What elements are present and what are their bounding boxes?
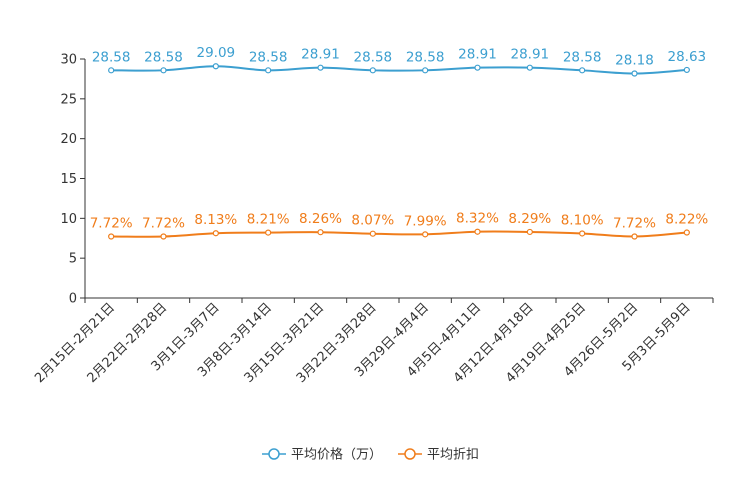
data-point — [160, 67, 167, 74]
y-tick-label: 0 — [69, 292, 77, 307]
data-point — [212, 63, 219, 70]
data-label: 7.72% — [613, 215, 656, 231]
data-label: 28.58 — [354, 49, 393, 65]
data-point — [317, 229, 324, 236]
data-label: 7.72% — [142, 215, 185, 231]
data-label: 28.91 — [511, 47, 550, 63]
data-label: 28.63 — [668, 49, 707, 65]
y-tick-label: 5 — [69, 252, 77, 267]
data-point — [526, 64, 533, 71]
series-2: 7.72% 7.72% 8.13% 8.21% 8.26% 8.07% 7.99% 8.32%… — [90, 211, 708, 240]
data-label: 28.91 — [458, 47, 497, 63]
data-point — [108, 233, 115, 240]
data-label: 8.07% — [351, 213, 394, 229]
data-point — [579, 230, 586, 237]
data-point — [265, 229, 272, 236]
data-point — [579, 67, 586, 74]
y-tick-label: 30 — [60, 53, 77, 68]
chart-series: 28.58 28.58 29.09 28.58 28.91 28.58 28.58 28.91… — [90, 45, 708, 240]
data-label: 8.29% — [508, 211, 551, 227]
data-label: 29.09 — [197, 45, 236, 61]
y-tick-label: 25 — [60, 92, 77, 107]
legend-label: 平均折扣 — [427, 448, 479, 463]
data-label: 28.58 — [563, 49, 602, 65]
y-tick-label: 20 — [60, 132, 77, 147]
data-point — [683, 229, 690, 236]
data-point — [526, 228, 533, 236]
data-label: 8.32% — [456, 211, 499, 227]
legend-item-1: 平均价格（万） — [262, 447, 382, 463]
legend-item-2: 平均折扣 — [398, 448, 479, 463]
series-line — [111, 230, 687, 238]
data-label: 7.72% — [90, 215, 133, 231]
data-point — [369, 67, 376, 74]
data-point — [474, 64, 481, 71]
data-point — [160, 233, 167, 240]
data-label: 28.58 — [144, 49, 183, 65]
data-label: 7.99% — [404, 213, 447, 229]
data-point — [212, 230, 219, 237]
data-point — [108, 67, 115, 74]
data-point — [265, 67, 272, 74]
data-label: 8.13% — [194, 212, 237, 228]
data-label: 28.91 — [301, 47, 340, 63]
series-line — [111, 65, 687, 75]
y-tick-label: 10 — [60, 212, 77, 227]
data-label: 28.18 — [615, 52, 654, 68]
data-label: 28.58 — [406, 49, 445, 65]
data-label: 8.10% — [561, 212, 604, 228]
data-label: 28.58 — [92, 49, 131, 65]
data-point — [422, 67, 429, 74]
y-tick-label: 15 — [60, 172, 77, 187]
series-1: 28.58 28.58 29.09 28.58 28.91 28.58 28.58 28.91… — [92, 45, 707, 77]
legend-marker — [404, 448, 416, 460]
data-point — [631, 233, 638, 240]
legend-marker — [268, 448, 280, 460]
data-label: 8.21% — [247, 212, 290, 228]
data-point — [683, 66, 690, 74]
legend-label: 平均价格（万） — [291, 447, 382, 463]
data-point — [474, 228, 481, 235]
data-label: 8.22% — [665, 212, 708, 228]
data-point — [369, 230, 376, 237]
data-point — [422, 231, 429, 238]
data-label: 28.58 — [249, 49, 288, 65]
data-label: 8.26% — [299, 211, 342, 227]
data-point — [631, 70, 638, 77]
data-point — [317, 64, 324, 71]
chart-legend: 平均价格（万） 平均折扣 — [262, 447, 479, 463]
